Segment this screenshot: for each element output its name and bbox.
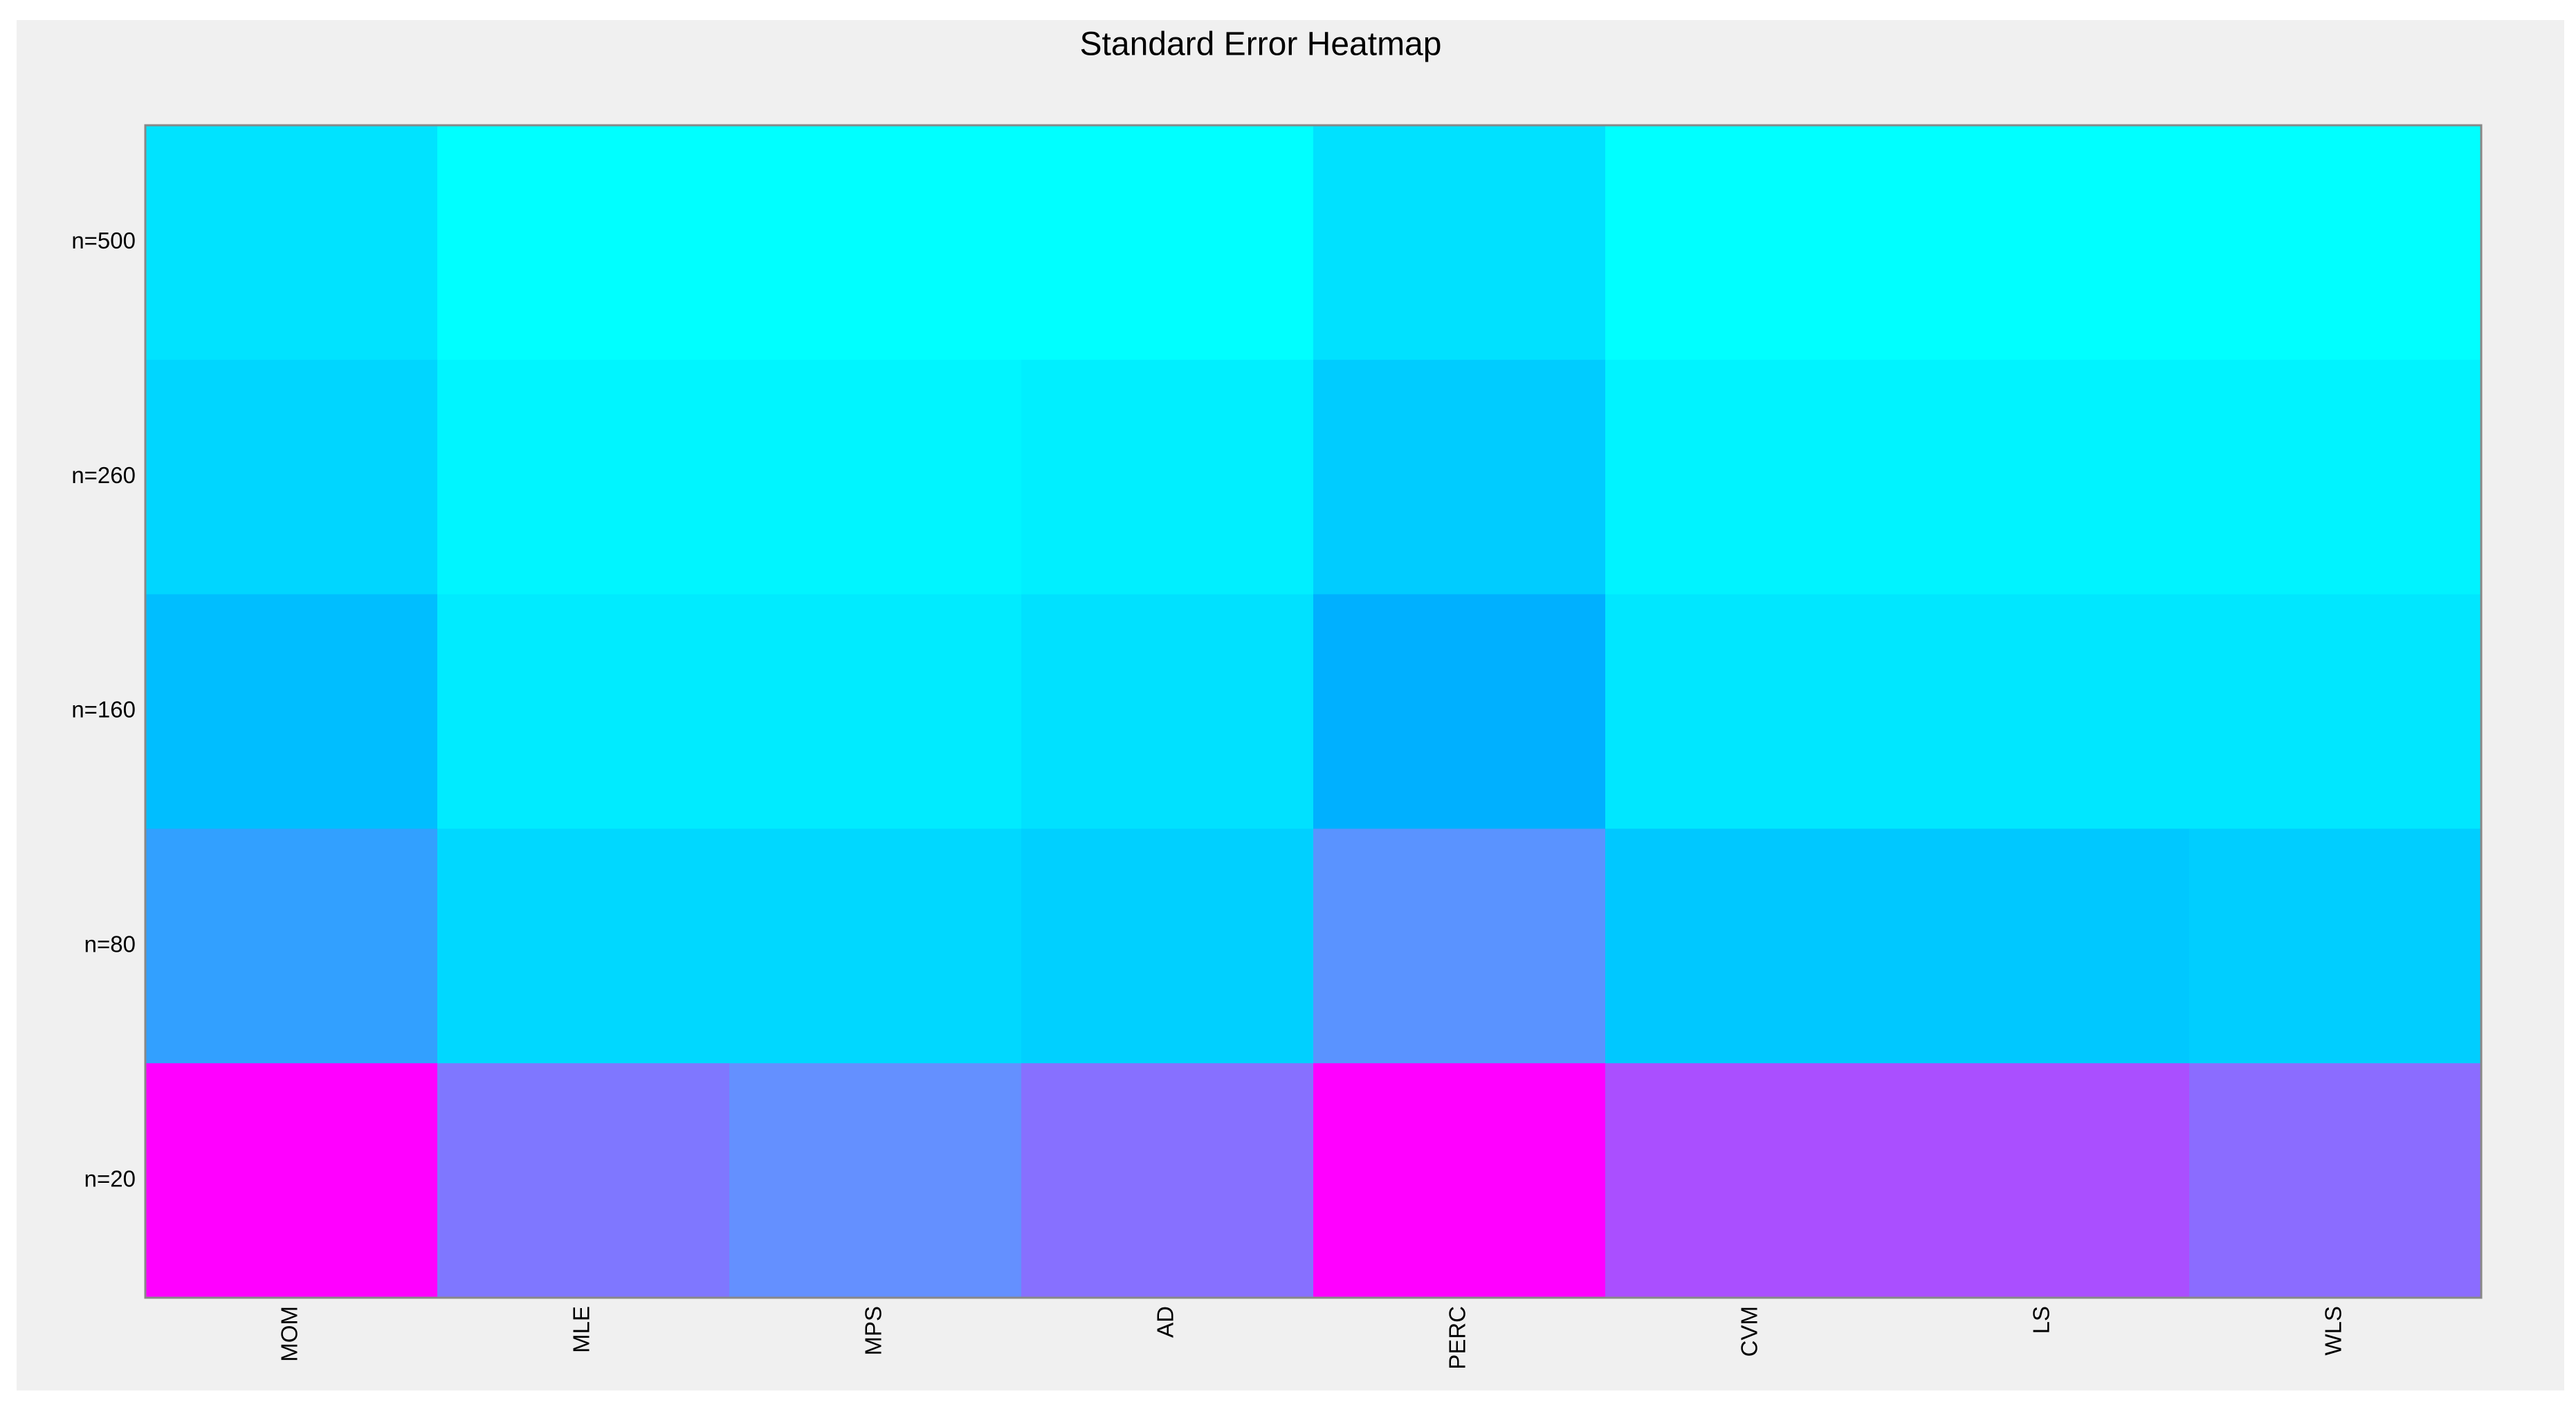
heat-cell bbox=[437, 1063, 730, 1298]
x-tick-label: MOM bbox=[277, 1306, 302, 1362]
heat-cell bbox=[1897, 359, 2190, 595]
y-tick-label: n=160 bbox=[71, 697, 136, 723]
heat-cell bbox=[1897, 1063, 2190, 1298]
heat-cell bbox=[1021, 828, 1314, 1064]
x-tick-label: MLE bbox=[569, 1306, 594, 1353]
heat-cell bbox=[145, 1063, 438, 1298]
y-tick-label: n=20 bbox=[84, 1166, 136, 1191]
heat-cell bbox=[1605, 828, 1898, 1064]
heat-cell bbox=[2189, 828, 2482, 1064]
heat-cell bbox=[1605, 359, 1898, 595]
x-tick-label: WLS bbox=[2321, 1306, 2346, 1356]
plot-border bbox=[144, 124, 2483, 1299]
heat-cell bbox=[1313, 359, 1606, 595]
heat-cell bbox=[729, 359, 1022, 595]
x-tick-label: LS bbox=[2029, 1306, 2054, 1334]
heat-cell bbox=[2189, 1063, 2482, 1298]
heat-cell bbox=[1313, 828, 1606, 1064]
heat-cell bbox=[1605, 125, 1898, 361]
heat-cell bbox=[1897, 125, 2190, 361]
heat-cell bbox=[1021, 359, 1314, 595]
heat-cell bbox=[1897, 594, 2190, 829]
y-tick-label: n=80 bbox=[84, 932, 136, 957]
heat-cell bbox=[729, 828, 1022, 1064]
chart-title: Standard Error Heatmap bbox=[1080, 26, 1442, 63]
x-tick-label: PERC bbox=[1445, 1306, 1470, 1370]
heat-cell bbox=[2189, 359, 2482, 595]
heat-cell bbox=[729, 594, 1022, 829]
heat-cell bbox=[1605, 594, 1898, 829]
heat-cell bbox=[145, 828, 438, 1064]
heat-cell bbox=[1021, 125, 1314, 361]
heat-cell bbox=[145, 125, 438, 361]
heat-cell bbox=[437, 125, 730, 361]
heat-cell bbox=[1313, 125, 1606, 361]
x-tick-label: CVM bbox=[1737, 1306, 1762, 1357]
heat-cell bbox=[1897, 828, 2190, 1064]
heat-cell bbox=[1313, 594, 1606, 829]
heat-cell bbox=[145, 594, 438, 829]
y-tick-label: n=260 bbox=[71, 462, 136, 488]
heat-cell bbox=[2189, 594, 2482, 829]
heat-cell bbox=[729, 1063, 1022, 1298]
heat-cell bbox=[729, 125, 1022, 361]
heat-cell bbox=[1313, 1063, 1606, 1298]
heat-cell bbox=[437, 359, 730, 595]
heat-cell bbox=[1605, 1063, 1898, 1298]
heat-cell bbox=[437, 594, 730, 829]
heat-cell bbox=[1021, 1063, 1314, 1298]
x-tick-label: AD bbox=[1153, 1306, 1178, 1338]
heat-cell bbox=[1021, 594, 1314, 829]
heat-cell bbox=[145, 359, 438, 595]
heat-cell bbox=[2189, 125, 2482, 361]
x-tick-label: MPS bbox=[861, 1306, 886, 1356]
heat-cell bbox=[437, 828, 730, 1064]
y-tick-label: n=500 bbox=[71, 228, 136, 253]
